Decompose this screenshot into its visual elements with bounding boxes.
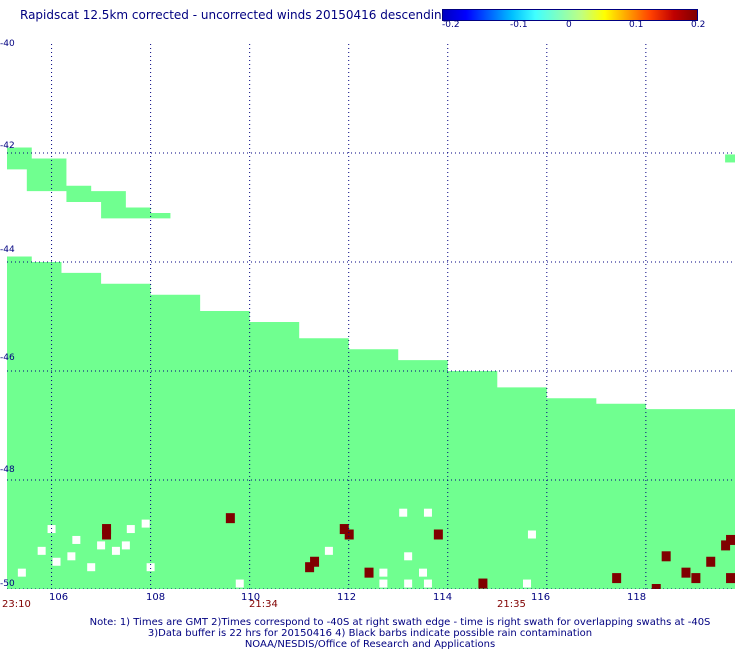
rain-flag-cell (344, 529, 354, 540)
data-gap-cell (17, 568, 26, 577)
data-gap-cell (527, 530, 536, 539)
rain-flag-cell (478, 578, 488, 589)
data-gap-cell (523, 579, 531, 588)
rain-flag-cell (339, 524, 349, 535)
footnote-line-3: NOAA/NESDIS/Office of Research and Appli… (244, 639, 496, 650)
footnote-line-2: 3)Data buffer is 22 hrs for 20150416 4) … (147, 628, 593, 639)
lon-label: 114 (433, 592, 453, 603)
lon-label: 116 (531, 592, 551, 603)
lon-label: 106 (49, 592, 69, 603)
rain-flag-cell (661, 551, 671, 562)
data-gap-cell (126, 525, 135, 534)
colorbar-tick: 0.1 (629, 20, 644, 30)
rain-flag-cell (364, 567, 374, 578)
rain-flag-cell (726, 534, 735, 545)
rain-flag-cell (612, 573, 622, 584)
lat-label: -44 (0, 245, 15, 255)
lon-label: 108 (146, 592, 166, 603)
lon-label: 110 (241, 592, 261, 603)
rain-flag-cell (225, 513, 235, 524)
time-label: 21:34 (249, 599, 278, 610)
data-gap-cell (97, 541, 106, 550)
data-gap-cell (399, 508, 408, 517)
data-gap-cell (379, 579, 388, 588)
rain-flag-cell (721, 540, 731, 551)
data-gap-cell (423, 508, 432, 517)
swath-wedge (7, 144, 171, 219)
data-gap-cell (72, 535, 81, 544)
lat-label: -48 (0, 465, 15, 475)
data-gap-cell (419, 568, 427, 577)
data-gap-cell (52, 557, 61, 566)
lat-label: -42 (0, 141, 15, 151)
colorbar-tick: 0.2 (691, 20, 706, 30)
rain-flag-cell (310, 556, 320, 567)
data-gap-cell (121, 541, 130, 550)
colorbar (442, 9, 698, 21)
colorbar-tick: -0.2 (442, 20, 460, 30)
time-label: 23:10 (2, 599, 31, 610)
plot-title: Rapidscat 12.5km corrected - uncorrected… (20, 8, 450, 22)
time-label: 21:35 (497, 599, 526, 610)
rain-flag-cell (651, 584, 661, 589)
rain-flag-cell (691, 573, 701, 584)
data-gap-cell (235, 579, 244, 588)
data-gap-cell (87, 563, 96, 572)
lon-label: 118 (627, 592, 647, 603)
data-gap-cell (141, 519, 150, 528)
data-gap-cell (404, 579, 413, 588)
rain-flag-cell (433, 529, 443, 540)
rain-flag-cell (726, 573, 735, 584)
colorbar-tick: 0 (566, 20, 572, 30)
rain-flag-cell (305, 562, 315, 573)
footnote-line-1: Note: 1) Times are GMT 2)Times correspon… (89, 617, 711, 628)
rain-flag-cell (102, 524, 112, 535)
colorbar-tick: -0.1 (510, 20, 528, 30)
lon-label: 112 (337, 592, 357, 603)
data-gap-cell (404, 552, 413, 561)
rain-flag-cell (706, 556, 716, 567)
data-gap-cell (379, 568, 388, 577)
lat-label: -40 (0, 39, 15, 49)
wind-difference-map (7, 44, 735, 589)
data-gap-cell (423, 579, 432, 588)
rain-flag-cell (681, 567, 691, 578)
data-gap-cell (146, 563, 155, 572)
data-gap-cell (324, 546, 333, 555)
data-gap-cell (47, 525, 56, 534)
swath-main (7, 245, 735, 589)
data-gap-cell (111, 546, 120, 555)
swath-patch (725, 154, 735, 163)
lat-label: -46 (0, 353, 15, 363)
rain-flag-cell (102, 529, 112, 540)
data-gap-cell (67, 552, 76, 561)
data-gap-cell (37, 546, 46, 555)
lat-label: -50 (0, 579, 15, 589)
